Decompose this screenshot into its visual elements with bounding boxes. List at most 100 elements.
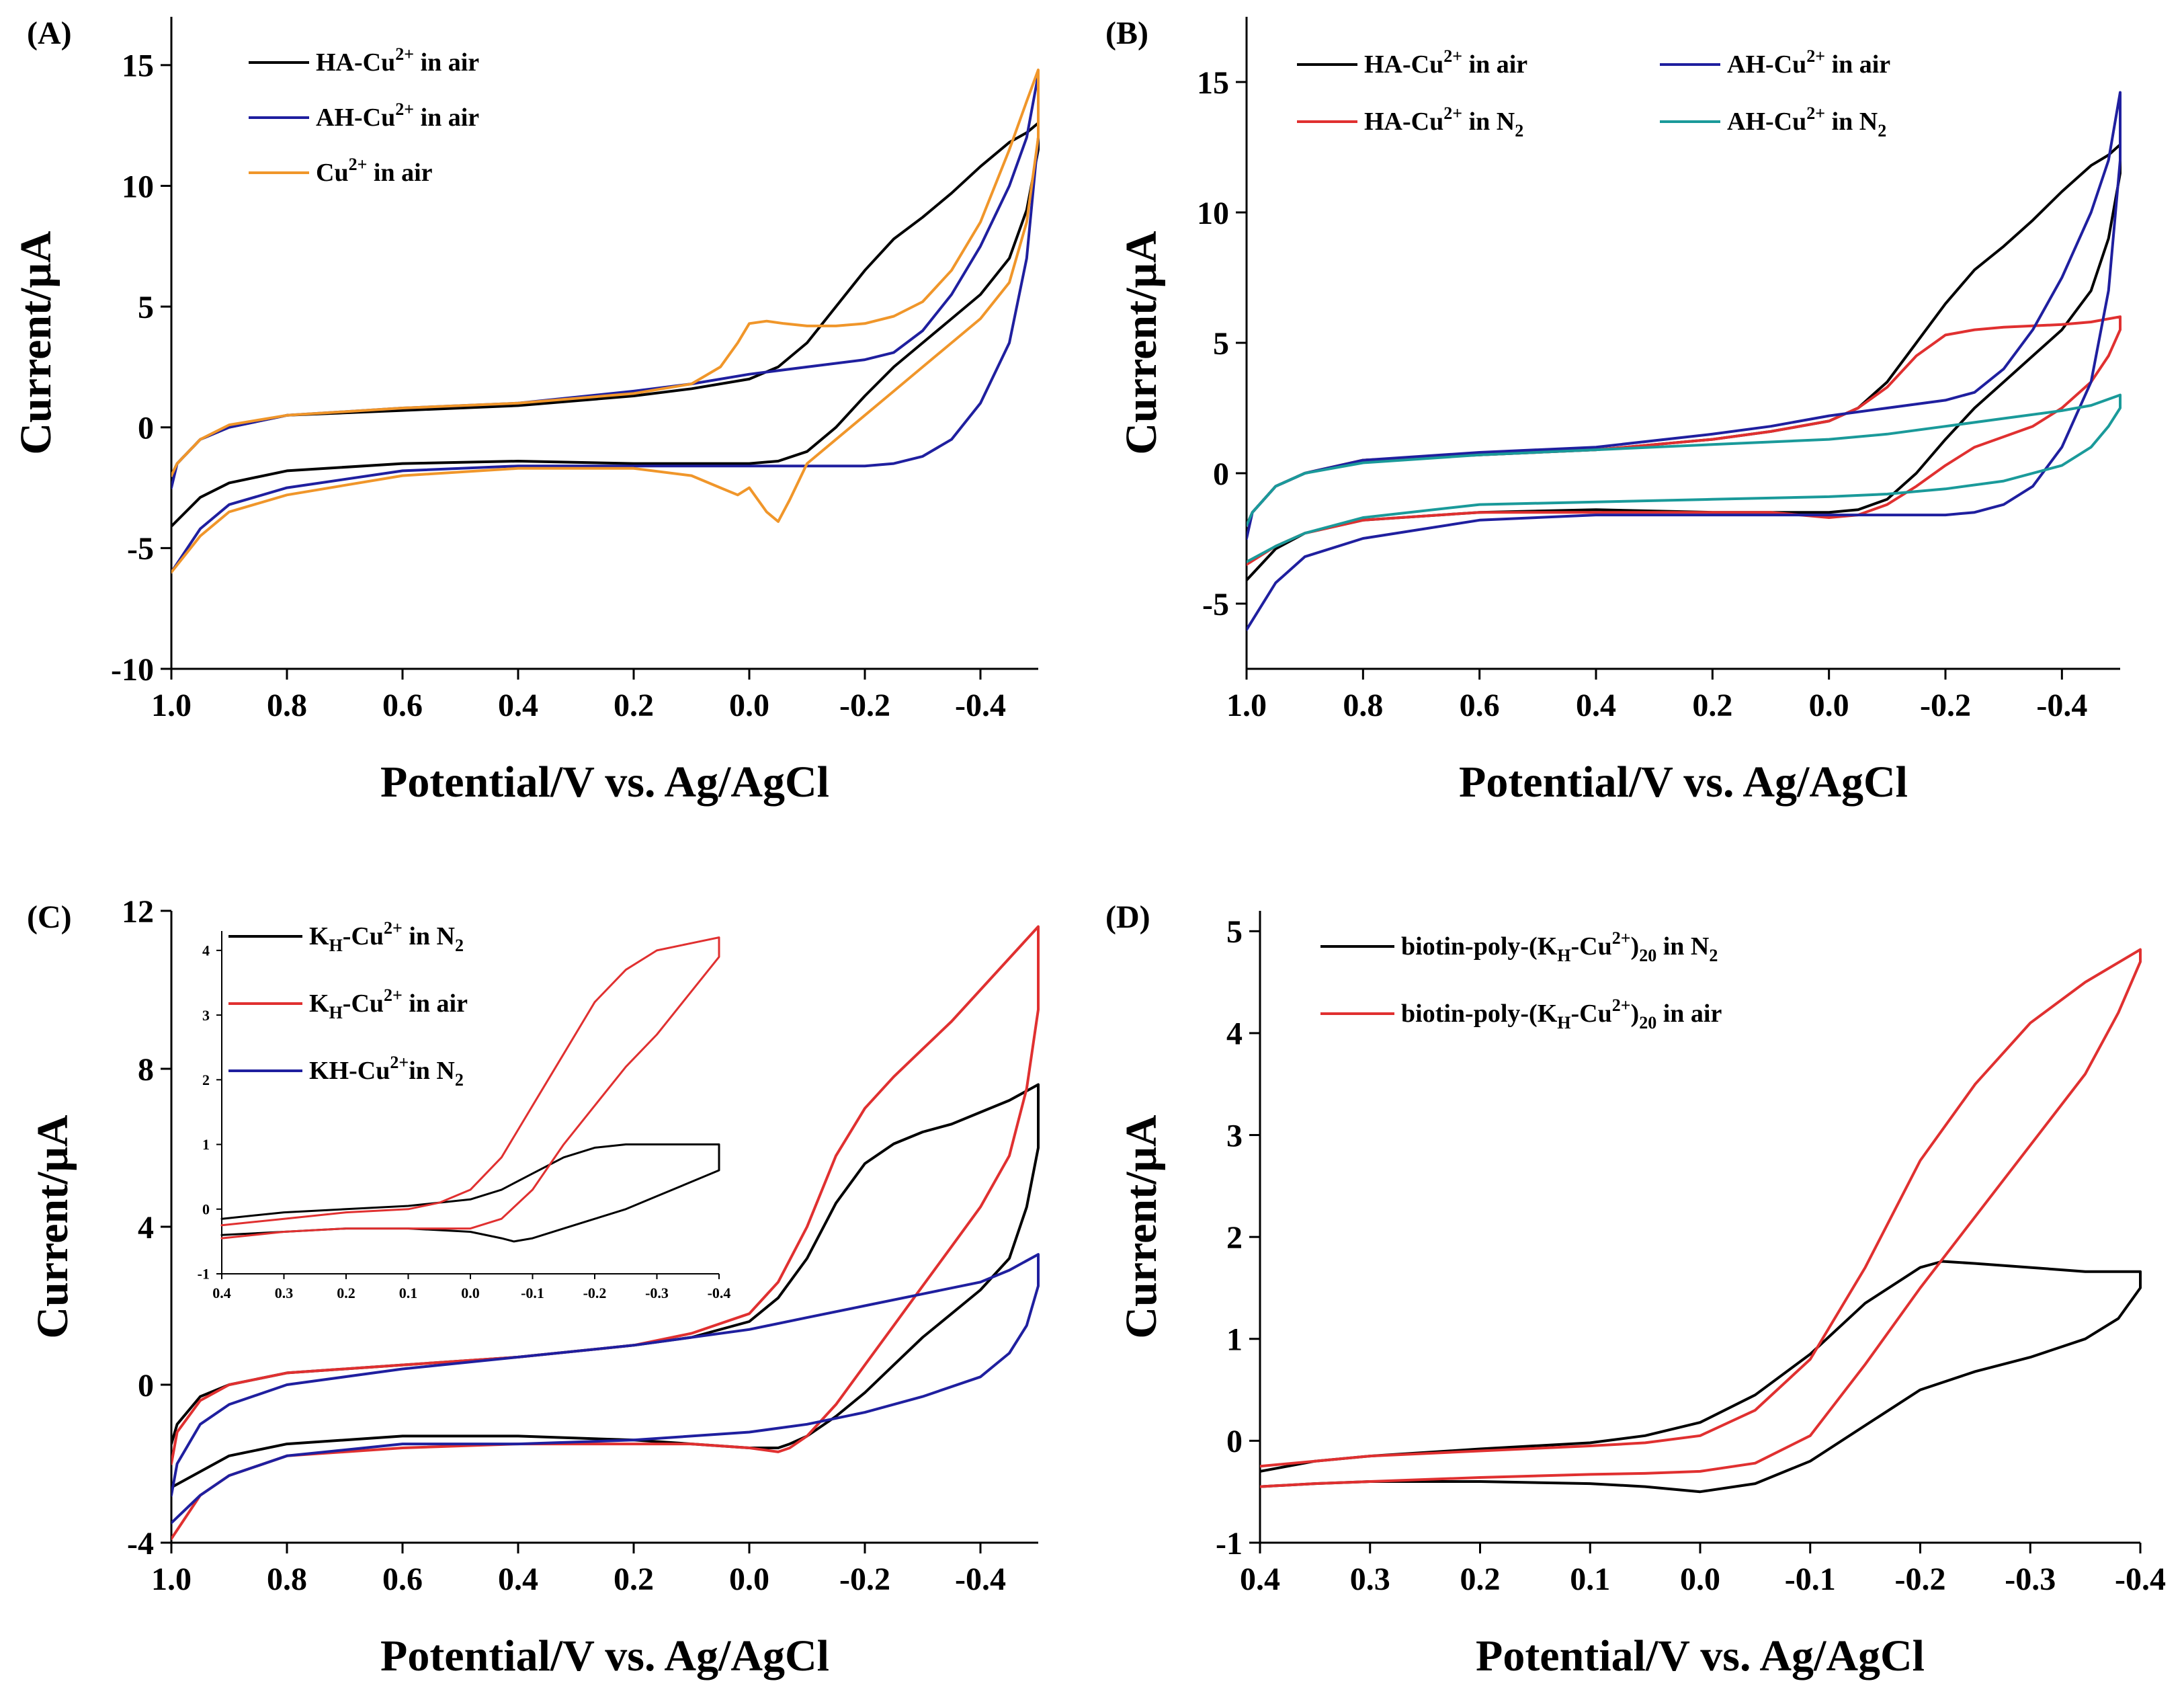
panel-b-y-tick-label: 0 <box>1213 456 1229 492</box>
panel-a-series-2 <box>171 73 1040 574</box>
panel-b-x-tick-label: 0.8 <box>1343 688 1383 723</box>
panel-a-x-tick-label: -0.2 <box>839 688 890 723</box>
panel-d-legend: biotin-poly-(KH-Cu2+)20 in N2 biotin-poly… <box>1320 928 1722 1032</box>
panel-a-y-tick-label: 5 <box>138 290 154 325</box>
panel-a-x-tick-label: 0.6 <box>382 688 423 723</box>
panel-b-x-axis-title: Potential/V vs. Ag/AgCl <box>1459 758 1908 807</box>
panel-b-x-tick-label: -0.2 <box>1920 688 1971 723</box>
panel-c-inset-x-tick-label: -0.2 <box>583 1285 607 1301</box>
panel-d-y-tick-label: 0 <box>1226 1424 1243 1459</box>
panel-a-y-tick-label: 0 <box>138 411 154 446</box>
panel-b-y-axis-title: Current/μA <box>1117 231 1166 454</box>
panel-c-y-tick-label: 8 <box>138 1052 154 1088</box>
panel-b-y-tick-label: -5 <box>1202 587 1229 622</box>
panel-a-x-tick-label: -0.4 <box>955 688 1006 723</box>
panel-b-series-3 <box>1247 91 2122 631</box>
panel-a-x-tick-label: 0.0 <box>729 688 769 723</box>
panel-d-y-axis-title: Current/μA <box>1117 1115 1166 1338</box>
panel-d-x-tick-label: 0.3 <box>1350 1562 1390 1597</box>
panel-c-y-tick-label: 12 <box>122 894 154 930</box>
panel-b-legend: HA-Cu2+ in air HA-Cu2+ in N2 AH-Cu2+ in ai… <box>1297 46 1890 140</box>
panel-d-series-1 <box>1260 1260 2142 1494</box>
panel-b-x-tick-label: 0.2 <box>1692 688 1732 723</box>
panel-c-legend: KH-Cu2+ in N2 KH-Cu2+ in air KH-Cu2+in N2 <box>228 918 468 1090</box>
panel-c-inset-x-tick-label: 0.1 <box>399 1285 418 1301</box>
panel-d-series-2 <box>1260 948 2142 1488</box>
panel-c-inset-x-tick-label: -0.3 <box>645 1285 669 1301</box>
panel-b-legend-entry: AH-Cu2+ in air <box>1727 46 1890 79</box>
panel-d-y-tick-label: 2 <box>1226 1220 1243 1256</box>
panel-b-legend-entry: HA-Cu2+ in air <box>1364 46 1527 79</box>
panel-c-x-tick-label: -0.2 <box>839 1562 890 1597</box>
panel-a-label: (A) <box>27 15 72 51</box>
panel-b-y-tick-label: 10 <box>1197 196 1229 231</box>
panel-c-series-3 <box>171 1253 1040 1525</box>
panel-c-plot-area <box>171 925 1040 1541</box>
panel-d-y-tick-label: -1 <box>1216 1526 1243 1562</box>
panel-d: (D) 0.4 0.3 0.2 0.1 0.0 -0.1 -0.2 -0.3 -0.4 5 4 3 2 1 0… <box>1105 899 2166 1680</box>
panel-c-y-tick-label: -4 <box>127 1526 154 1562</box>
panel-b-legend-entry: AH-Cu2+ in N2 <box>1727 104 1886 140</box>
panel-c-legend-entry: KH-Cu2+ in air <box>309 985 468 1022</box>
panel-d-x-tick-label: 0.4 <box>1240 1562 1280 1597</box>
panel-b-plot-area <box>1247 91 2122 631</box>
panel-c-x-tick-label: 1.0 <box>151 1562 192 1597</box>
panel-d-y-tick-label: 3 <box>1226 1118 1243 1153</box>
panel-c-x-axis-title: Potential/V vs. Ag/AgCl <box>380 1631 829 1680</box>
panel-a-legend: HA-Cu2+ in air AH-Cu2+ in air Cu2+ in air <box>249 44 479 187</box>
panel-d-label: (D) <box>1105 899 1150 935</box>
panel-c: (C)1.0 0.8 0.6 0.4 0.2 0.0 -0.2 -0.412840-4Pote… <box>27 894 1040 1680</box>
panel-d-x-tick-label: 0.2 <box>1460 1562 1501 1597</box>
panel-b-series-2 <box>1247 315 2122 566</box>
panel-c-y-axis-title: Current/μA <box>28 1115 77 1338</box>
panel-c-inset-x-tick-label: 0.0 <box>461 1285 480 1301</box>
panel-d-x-tick-label: -0.3 <box>2005 1562 2056 1597</box>
panel-c-y-tick-label: 4 <box>138 1210 154 1246</box>
panel-d-legend-entry: biotin-poly-(KH-Cu2+)20 in air <box>1401 996 1722 1032</box>
panel-c-inset-y-tick-label: 0 <box>202 1201 210 1217</box>
panel-a-legend-entry: Cu2+ in air <box>316 155 433 187</box>
panel-c-inset-series-1 <box>220 1143 720 1243</box>
panel-a-y-tick-label: 10 <box>122 169 154 204</box>
panel-a-x-tick-label: 1.0 <box>151 688 192 723</box>
panel-c-inset: 0.4 0.3 0.2 0.1 0.0 -0.1 -0.2 -0.3 -0.4 4 3 2 1 0 -1 <box>198 930 730 1301</box>
panel-a-legend-entry: AH-Cu2+ in air <box>316 99 479 132</box>
panel-c-inset-x-tick-label: -0.1 <box>521 1285 544 1301</box>
panel-d-y-tick-label: 4 <box>1226 1016 1243 1052</box>
panel-c-inset-y-tick-label: 2 <box>202 1071 210 1088</box>
panel-d-legend-entry: biotin-poly-(KH-Cu2+)20 in N2 <box>1401 928 1718 965</box>
panel-b-x-tick-label: 0.0 <box>1809 688 1849 723</box>
panel-a-x-tick-label: 0.2 <box>614 688 654 723</box>
panel-c-x-tick-label: -0.4 <box>955 1562 1006 1597</box>
panel-a-x-axis-title: Potential/V vs. Ag/AgCl <box>380 758 829 807</box>
panel-a-plot-area <box>171 69 1040 574</box>
panel-c-x-tick-label: 0.8 <box>267 1562 307 1597</box>
panel-d-plot-area <box>1260 948 2142 1494</box>
panel-a-y-tick-label: -5 <box>127 531 154 567</box>
panel-d-x-tick-label: -0.1 <box>1785 1562 1836 1597</box>
panel-b: (B) 1.0 0.8 0.6 0.4 0.2 0.0 -0.2 -0.4 15 10 5 0 -5 Pot… <box>1105 15 2122 807</box>
panel-c-inset-y-tick-label: -1 <box>198 1266 210 1283</box>
panel-d-x-tick-label: -0.4 <box>2115 1562 2166 1597</box>
panel-c-x-tick-label: 0.2 <box>614 1562 654 1597</box>
panel-b-legend-entry: HA-Cu2+ in N2 <box>1364 104 1523 140</box>
panel-d-y-tick-label: 1 <box>1226 1322 1243 1358</box>
panel-b-x-tick-label: 0.4 <box>1576 688 1616 723</box>
panel-a: (A) 1.0 0.8 0.6 0.4 0.2 0.0 -0.2 -0.4 15 10 5 0 -5 -10… <box>11 15 1040 807</box>
panel-c-label: (C) <box>27 899 72 935</box>
panel-c-inset-y-tick-label: 1 <box>202 1136 210 1153</box>
panel-d-x-axis-title: Potential/V vs. Ag/AgCl <box>1476 1631 1925 1680</box>
panel-c-legend-entry: KH-Cu2+ in N2 <box>309 918 464 955</box>
panel-a-x-tick-label: 0.8 <box>267 688 307 723</box>
panel-c-x-tick-label: 0.4 <box>498 1562 538 1597</box>
panel-c-x-tick-label: 0.0 <box>729 1562 769 1597</box>
panel-b-label: (B) <box>1105 15 1148 51</box>
panel-c-inset-series-2 <box>220 936 720 1240</box>
panel-a-series-3 <box>171 69 1040 574</box>
panel-c-x-tick-label: 0.6 <box>382 1562 423 1597</box>
panel-c-legend-entry: KH-Cu2+in N2 <box>309 1053 464 1090</box>
panel-b-y-tick-label: 5 <box>1213 326 1229 362</box>
panel-d-y-tick-label: 5 <box>1226 914 1243 950</box>
panel-b-y-tick-label: 15 <box>1197 65 1229 101</box>
